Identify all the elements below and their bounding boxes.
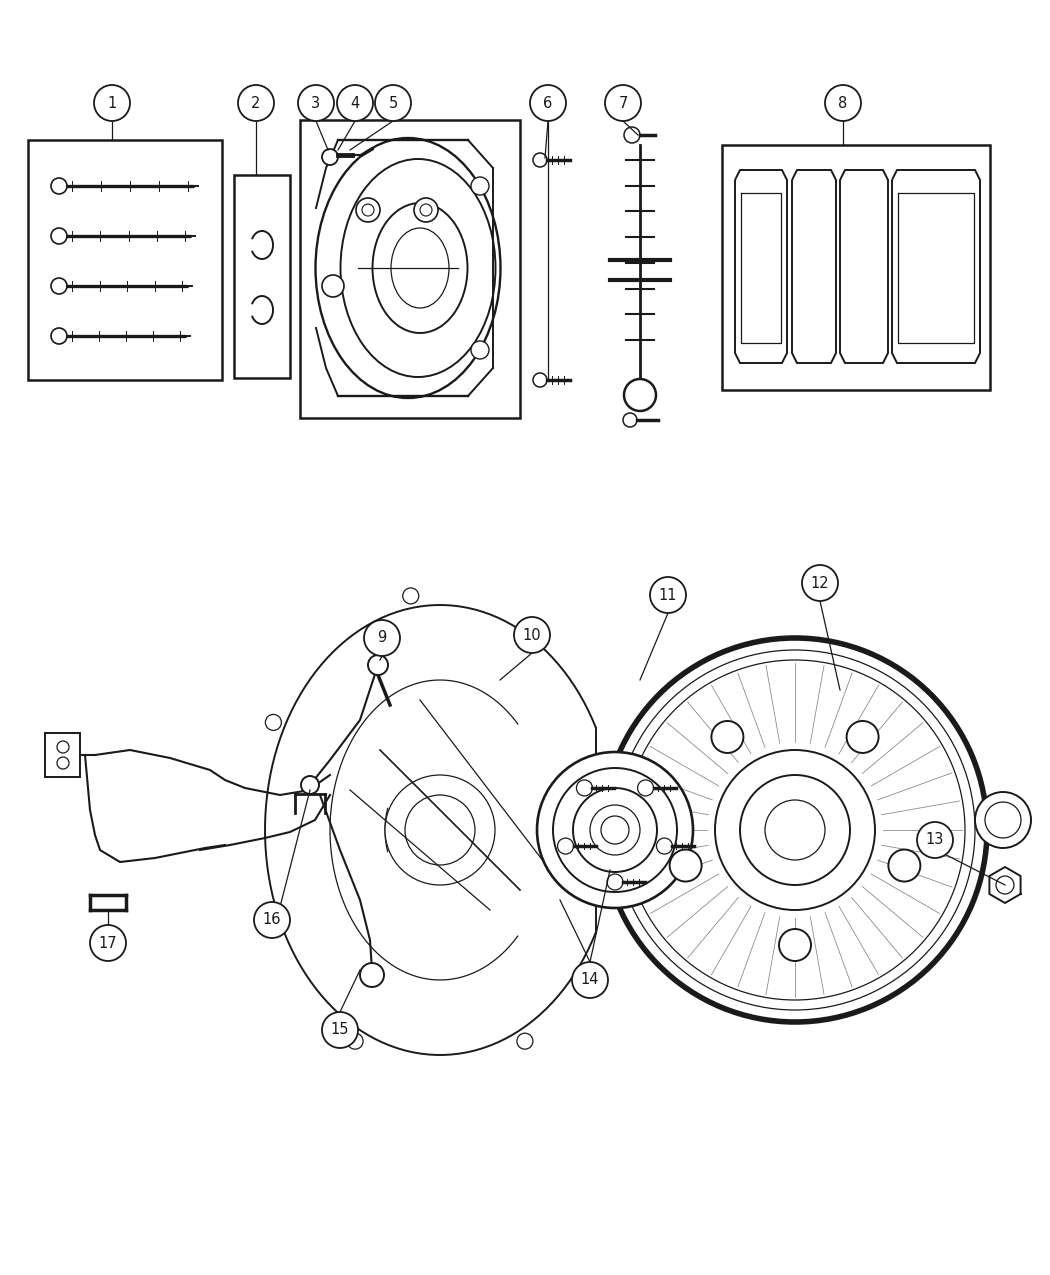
- Circle shape: [414, 198, 438, 222]
- Circle shape: [888, 849, 921, 881]
- Circle shape: [517, 1033, 533, 1049]
- Text: 16: 16: [262, 913, 281, 927]
- Bar: [234, 175, 290, 377]
- Text: 14: 14: [581, 973, 600, 988]
- Text: 17: 17: [99, 936, 118, 950]
- Circle shape: [337, 85, 373, 121]
- Circle shape: [254, 901, 290, 938]
- Circle shape: [322, 275, 344, 297]
- Circle shape: [825, 85, 861, 121]
- Circle shape: [364, 620, 400, 657]
- Circle shape: [533, 153, 547, 167]
- Text: 9: 9: [377, 631, 386, 645]
- Circle shape: [650, 578, 686, 613]
- Circle shape: [322, 149, 338, 164]
- Circle shape: [375, 85, 411, 121]
- Circle shape: [996, 876, 1014, 894]
- Circle shape: [605, 85, 640, 121]
- Circle shape: [348, 1033, 363, 1049]
- Text: 12: 12: [811, 575, 830, 590]
- Circle shape: [368, 655, 388, 674]
- Circle shape: [624, 379, 656, 411]
- PathPatch shape: [792, 170, 836, 363]
- Circle shape: [623, 413, 637, 427]
- Circle shape: [385, 775, 495, 885]
- Circle shape: [301, 776, 319, 794]
- Circle shape: [624, 128, 640, 143]
- Circle shape: [57, 741, 69, 754]
- Text: 11: 11: [658, 588, 677, 603]
- Text: 5: 5: [388, 96, 398, 111]
- Circle shape: [530, 85, 566, 121]
- Circle shape: [573, 788, 657, 872]
- Bar: [722, 145, 990, 390]
- Circle shape: [607, 873, 623, 890]
- Circle shape: [403, 588, 419, 604]
- Circle shape: [356, 198, 380, 222]
- Circle shape: [576, 780, 592, 796]
- Text: 4: 4: [351, 96, 359, 111]
- Circle shape: [975, 792, 1031, 848]
- Circle shape: [298, 85, 334, 121]
- Circle shape: [471, 177, 489, 195]
- Circle shape: [51, 228, 67, 244]
- Circle shape: [603, 638, 987, 1023]
- Circle shape: [572, 963, 608, 998]
- Circle shape: [715, 750, 875, 910]
- Circle shape: [590, 805, 640, 856]
- Circle shape: [51, 179, 67, 194]
- Circle shape: [51, 278, 67, 295]
- Bar: [300, 120, 520, 418]
- Text: 10: 10: [523, 627, 542, 643]
- Circle shape: [846, 720, 879, 754]
- Circle shape: [322, 1012, 358, 1048]
- Circle shape: [712, 720, 743, 754]
- Text: 1: 1: [107, 96, 117, 111]
- Circle shape: [601, 816, 629, 844]
- Circle shape: [90, 924, 126, 961]
- Circle shape: [779, 929, 811, 961]
- Text: 2: 2: [251, 96, 260, 111]
- Bar: [28, 140, 222, 380]
- PathPatch shape: [840, 170, 888, 363]
- Circle shape: [670, 849, 701, 881]
- Circle shape: [656, 838, 672, 854]
- PathPatch shape: [735, 170, 788, 363]
- Text: 7: 7: [618, 96, 628, 111]
- Circle shape: [637, 780, 653, 796]
- Circle shape: [266, 714, 281, 731]
- Circle shape: [615, 650, 975, 1010]
- Circle shape: [625, 660, 965, 1000]
- Circle shape: [420, 204, 432, 215]
- Circle shape: [471, 340, 489, 360]
- Circle shape: [57, 757, 69, 769]
- Text: 6: 6: [544, 96, 552, 111]
- PathPatch shape: [892, 170, 980, 363]
- Circle shape: [917, 822, 953, 858]
- Circle shape: [51, 328, 67, 344]
- Circle shape: [94, 85, 130, 121]
- Circle shape: [802, 565, 838, 601]
- Text: 3: 3: [312, 96, 320, 111]
- Circle shape: [537, 752, 693, 908]
- Circle shape: [533, 374, 547, 388]
- Circle shape: [405, 796, 475, 864]
- Text: 8: 8: [838, 96, 847, 111]
- Text: 15: 15: [331, 1023, 350, 1038]
- Text: 13: 13: [926, 833, 944, 848]
- Circle shape: [740, 775, 851, 885]
- Bar: [45, 733, 80, 776]
- Circle shape: [238, 85, 274, 121]
- Circle shape: [765, 799, 825, 861]
- Circle shape: [362, 204, 374, 215]
- Circle shape: [558, 838, 573, 854]
- Circle shape: [553, 768, 677, 892]
- Circle shape: [985, 802, 1021, 838]
- Circle shape: [514, 617, 550, 653]
- Circle shape: [360, 963, 384, 987]
